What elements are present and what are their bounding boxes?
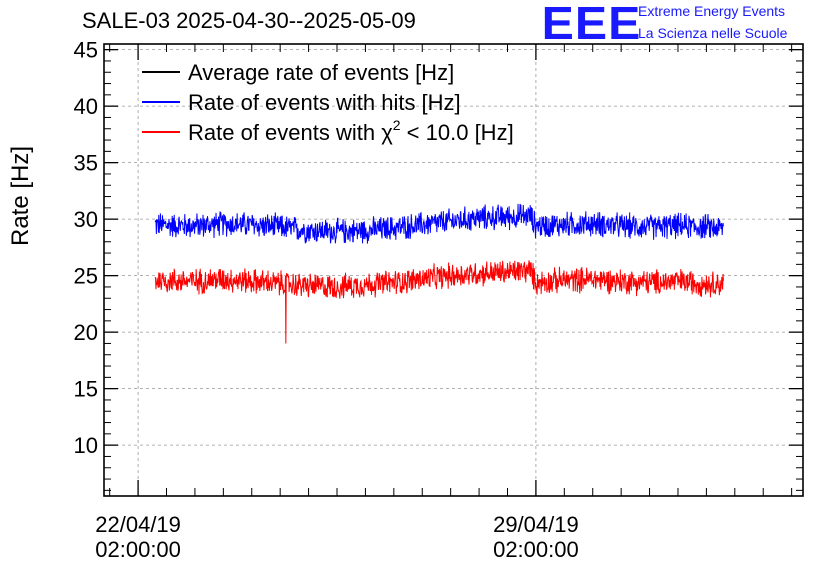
chart-title: SALE-03 2025-04-30--2025-05-09 xyxy=(82,8,416,33)
y-tick-label: 25 xyxy=(74,264,98,289)
axis-ticks xyxy=(104,44,803,496)
y-tick-label: 45 xyxy=(74,38,98,63)
x-tick-label-date: 29/04/19 xyxy=(493,512,579,537)
logo-line-1: Extreme Energy Events xyxy=(638,3,786,19)
y-tick-label: 35 xyxy=(74,151,98,176)
legend-label-prefix: Rate of events with χ xyxy=(188,120,393,145)
series-line-1 xyxy=(154,203,724,244)
x-tick-label-time: 02:00:00 xyxy=(95,537,181,562)
legend-label-2: Rate of events with χ2 < 10.0 [Hz] xyxy=(188,117,514,145)
y-tick-label: 30 xyxy=(74,207,98,232)
plot-frame xyxy=(103,43,804,497)
legend: Average rate of events [Hz] Rate of event… xyxy=(142,60,514,145)
logo-line-2: La Scienza nelle Scuole xyxy=(638,25,788,41)
series-line-2 xyxy=(154,260,724,344)
x-tick-label-date: 22/04/19 xyxy=(95,512,181,537)
legend-label-0: Average rate of events [Hz] xyxy=(188,60,454,85)
y-tick-label: 15 xyxy=(74,377,98,402)
y-tick-label: 10 xyxy=(74,433,98,458)
legend-label-superscript: 2 xyxy=(393,117,401,133)
x-tick-label-time: 02:00:00 xyxy=(493,537,579,562)
y-tick-label: 20 xyxy=(74,320,98,345)
legend-label-suffix: < 10.0 [Hz] xyxy=(401,120,514,145)
legend-label-1: Rate of events with hits [Hz] xyxy=(188,90,461,115)
y-axis-label: Rate [Hz] xyxy=(7,146,34,246)
y-tick-labels: 10 15 20 25 30 35 40 45 xyxy=(74,38,98,458)
eee-logo: EEE xyxy=(541,0,642,49)
y-tick-label: 40 xyxy=(74,94,98,119)
series-layer xyxy=(154,203,724,344)
